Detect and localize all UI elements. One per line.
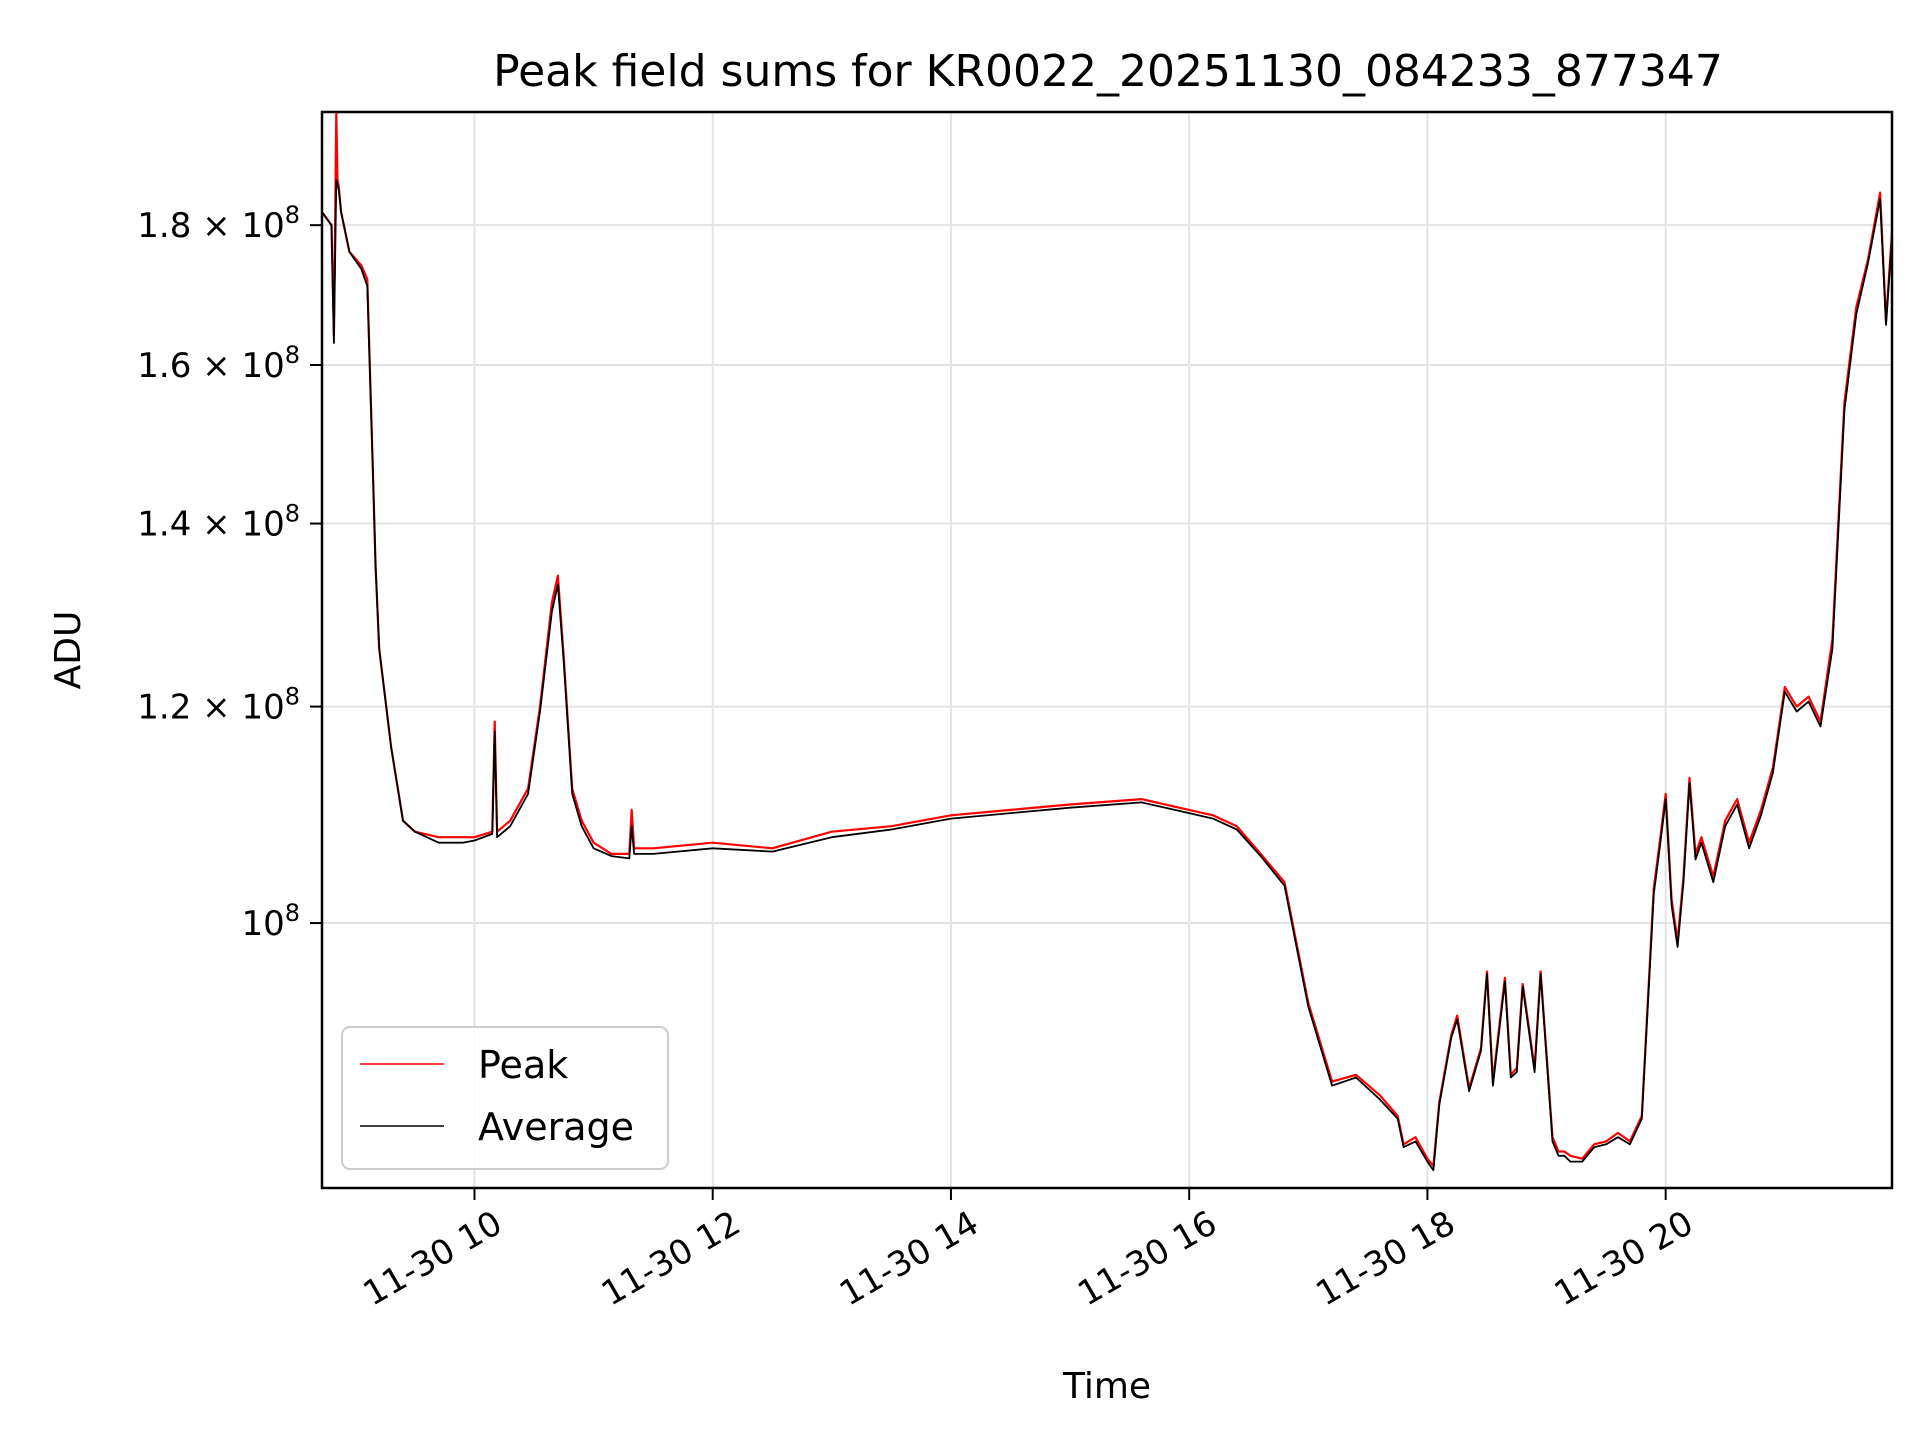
y-tick-label: 1.4 × 108 <box>137 500 300 545</box>
legend-label-peak: Peak <box>478 1043 568 1087</box>
grid <box>322 112 1892 1188</box>
legend-label-average: Average <box>478 1105 634 1149</box>
plot-frame <box>320 110 1894 1190</box>
series-lines <box>322 112 1892 1172</box>
series-line-average <box>322 178 1892 1172</box>
legend: Peak Average <box>341 1026 669 1170</box>
y-axis-label: ADU <box>48 611 89 690</box>
legend-box <box>341 1026 669 1170</box>
y-tick-label: 1.6 × 108 <box>137 341 300 386</box>
y-axis-ticks: 108 1.2 × 108 1.4 × 108 1.6 × 108 1.8 × 108 <box>137 201 322 944</box>
chart-title: Peak field sums for KR0022_20251130_0842… <box>493 46 1723 97</box>
y-tick-label: 1.2 × 108 <box>137 683 300 728</box>
series-line-peak <box>322 112 1892 1168</box>
x-axis-label: Time <box>1062 1366 1151 1407</box>
y-tick-label: 1.8 × 108 <box>137 201 300 246</box>
y-tick-label: 108 <box>241 899 300 944</box>
